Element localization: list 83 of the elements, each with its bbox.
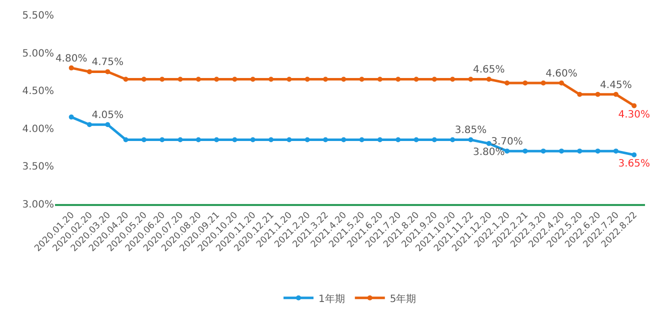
point (396, 76, 401, 82)
point (613, 92, 618, 97)
point (68, 65, 74, 70)
point (504, 148, 510, 154)
legend-label: 1年期 (318, 292, 345, 305)
point (268, 76, 274, 82)
point (577, 148, 582, 154)
point (414, 76, 419, 82)
point (232, 76, 238, 82)
point (359, 76, 364, 82)
point (504, 80, 510, 86)
point (322, 137, 328, 142)
point (595, 92, 600, 97)
legend-label: 5年期 (390, 292, 416, 305)
data-label: 3.65% (618, 158, 650, 170)
point (322, 76, 328, 82)
point (558, 148, 564, 154)
point (632, 152, 637, 158)
point (214, 137, 220, 142)
data-label: 4.75% (92, 57, 124, 68)
point (359, 137, 364, 142)
point (178, 76, 183, 82)
point (341, 76, 346, 82)
point (450, 76, 456, 82)
point (250, 76, 256, 82)
data-label: 4.65% (472, 64, 505, 76)
point (286, 76, 292, 82)
point (540, 80, 546, 86)
point (414, 137, 419, 142)
point (196, 137, 201, 142)
point (141, 137, 146, 142)
point (105, 69, 110, 74)
point (68, 114, 74, 120)
point (86, 122, 92, 128)
point (160, 137, 165, 142)
point (613, 148, 618, 154)
point (377, 137, 382, 142)
y-tick-label: 4.50% (22, 86, 54, 98)
y-tick-label: 3.50% (22, 162, 54, 173)
point (123, 76, 128, 82)
point (396, 137, 401, 142)
point (268, 137, 274, 142)
point (105, 122, 110, 128)
data-label: 4.05% (92, 110, 124, 121)
point (286, 137, 292, 142)
point (341, 137, 346, 142)
data-label: 3.70% (491, 136, 523, 148)
data-label: 3.80% (472, 147, 505, 158)
data-label: 3.85% (454, 125, 487, 136)
point (304, 137, 310, 142)
point (178, 137, 183, 142)
point (540, 148, 546, 154)
point (432, 137, 437, 142)
y-tick-label: 5.50% (22, 10, 54, 22)
point (304, 76, 310, 82)
point (632, 103, 637, 108)
data-label: 4.30% (618, 109, 650, 120)
point (141, 76, 146, 82)
point (595, 148, 600, 154)
point (232, 137, 238, 142)
point (577, 92, 582, 97)
data-label: 4.80% (55, 53, 88, 64)
point (377, 76, 382, 82)
point (250, 137, 256, 142)
point (160, 76, 165, 82)
point (486, 76, 492, 82)
point (468, 76, 474, 82)
y-tick-label: 4.00% (22, 124, 54, 135)
y-tick-label: 5.00% (22, 48, 54, 60)
point (432, 76, 437, 82)
point (468, 137, 474, 142)
point (86, 69, 92, 74)
y-tick-label: 3.00% (22, 200, 54, 210)
data-label: 4.45% (600, 80, 632, 91)
point (558, 80, 564, 86)
data-label: 4.60% (546, 68, 578, 80)
point (450, 137, 456, 142)
point (486, 141, 492, 146)
point (522, 148, 528, 154)
point (123, 137, 128, 142)
point (522, 80, 528, 86)
point (214, 76, 220, 82)
point (196, 76, 201, 82)
